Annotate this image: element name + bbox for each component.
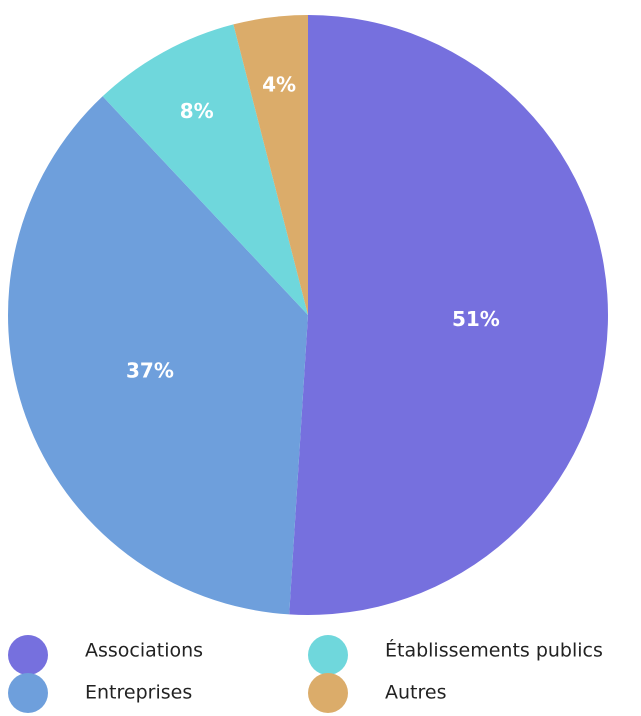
data-label: 4%: [262, 72, 296, 96]
legend-label: Autres: [385, 682, 446, 704]
data-label: 51%: [452, 307, 500, 331]
legend-label: Établissements publics: [385, 639, 603, 662]
legend-marker: [308, 635, 348, 675]
legend-label: Entreprises: [85, 682, 192, 704]
pie-slice: [233, 14, 308, 315]
legend-marker: [8, 635, 48, 675]
pie-slice: [289, 15, 608, 615]
data-label: 8%: [180, 99, 214, 123]
legend-marker: [8, 673, 48, 713]
legend-marker: [308, 673, 348, 713]
pie-slice: [102, 24, 309, 316]
data-label: 37%: [126, 358, 174, 382]
legend-label: Associations: [85, 640, 203, 662]
pie-slice: [7, 96, 309, 615]
